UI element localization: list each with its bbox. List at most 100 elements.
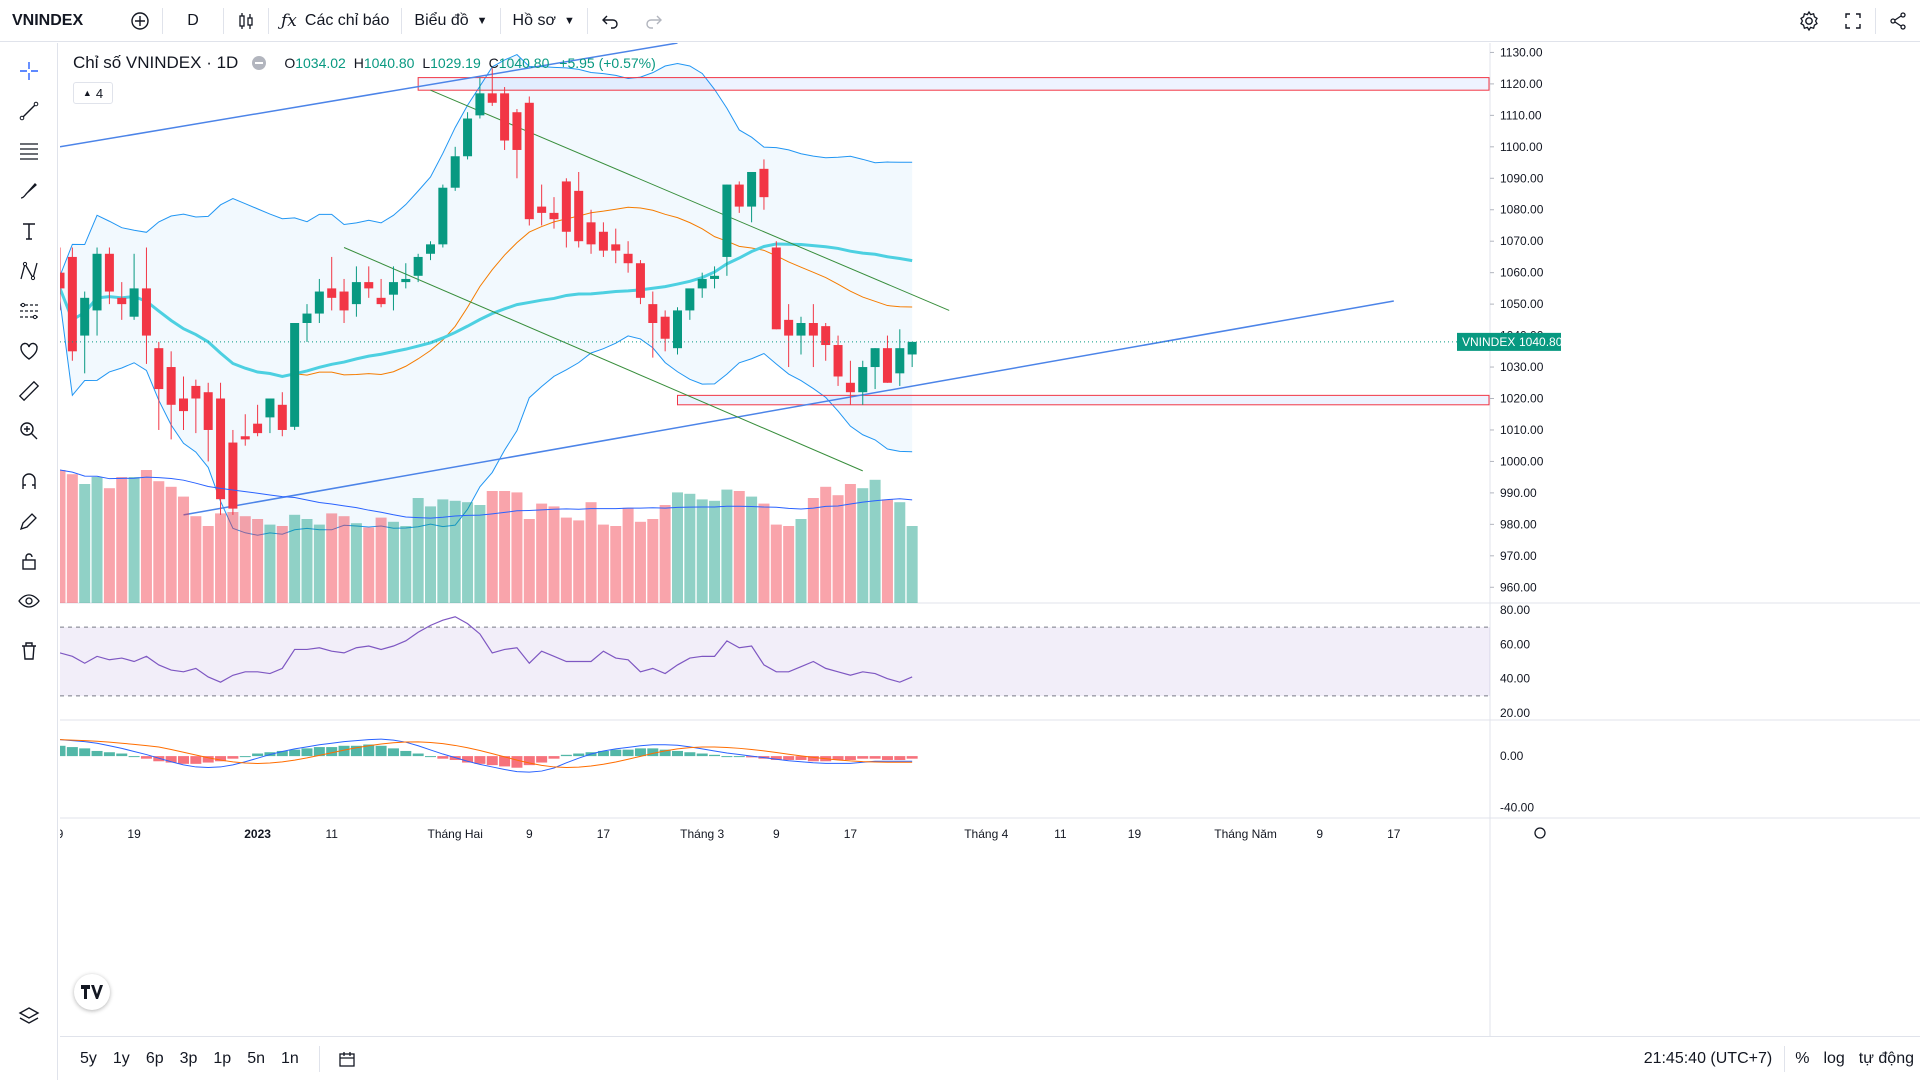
- rsi-tick-label: 40.00: [1500, 672, 1530, 686]
- candle: [907, 341, 917, 368]
- legend-title: Chỉ số VNINDEX · 1D: [73, 53, 239, 72]
- fullscreen-icon[interactable]: [1831, 0, 1875, 42]
- candle: [179, 376, 188, 430]
- candle: [203, 382, 213, 462]
- trash-icon[interactable]: [9, 633, 49, 669]
- volume-bar: [597, 524, 609, 603]
- volume-bar: [350, 523, 362, 603]
- horizontal-lines-icon[interactable]: [9, 133, 49, 169]
- candle-body: [759, 168, 769, 198]
- calendar-goto-icon[interactable]: [332, 1038, 362, 1080]
- candle-body: [314, 291, 324, 314]
- close-value: 1040.80: [498, 55, 550, 71]
- settings-gear-icon[interactable]: [1787, 0, 1831, 42]
- add-symbol-icon[interactable]: [118, 0, 162, 42]
- macd-histogram-bar: [832, 756, 844, 760]
- macd-histogram-bar: [647, 748, 659, 757]
- range-button-6p[interactable]: 6p: [145, 1049, 164, 1067]
- x-tick-label: 9: [526, 827, 533, 841]
- log-toggle[interactable]: log: [1823, 1050, 1845, 1067]
- macd-histogram-bar: [140, 756, 152, 759]
- range-button-1y[interactable]: 1y: [112, 1049, 130, 1067]
- candle-body: [611, 244, 621, 251]
- volume-bar: [227, 512, 239, 603]
- macd-histogram-bar: [103, 752, 115, 757]
- range-button-5y[interactable]: 5y: [80, 1049, 97, 1067]
- range-button-5n[interactable]: 5n: [247, 1049, 265, 1067]
- legend-toggle-icon[interactable]: [252, 56, 267, 70]
- range-button-1n[interactable]: 1n: [281, 1049, 299, 1067]
- volume-bar: [783, 526, 795, 603]
- candle: [104, 247, 114, 305]
- volume-bar: [560, 517, 572, 603]
- candle: [327, 256, 337, 311]
- y-tick-label: 1000.00: [1500, 454, 1544, 468]
- volume-bar: [511, 492, 523, 603]
- prediction-icon[interactable]: [9, 293, 49, 329]
- macd-histogram-bar: [746, 756, 758, 758]
- y-tick-label: 1010.00: [1500, 423, 1544, 437]
- chart-type-dropdown[interactable]: Biểu đồ ▼: [402, 0, 499, 42]
- eye-icon[interactable]: [9, 583, 49, 619]
- macd-histogram-bar: [215, 756, 227, 762]
- candle-body: [450, 156, 460, 188]
- candle-body: [228, 442, 238, 509]
- macd-histogram-bar: [573, 753, 585, 757]
- candle: [710, 266, 720, 289]
- candle: [685, 288, 695, 320]
- range-button-1p[interactable]: 1p: [213, 1049, 232, 1067]
- interval-button[interactable]: D: [163, 0, 223, 42]
- heart-icon[interactable]: [9, 333, 49, 369]
- volume-bar: [363, 527, 375, 603]
- redo-icon[interactable]: [632, 0, 676, 42]
- candle-body: [129, 288, 139, 317]
- macd-histogram-bar: [227, 756, 239, 759]
- y-tick-label: 1030.00: [1500, 360, 1544, 374]
- brush-icon[interactable]: [9, 173, 49, 209]
- profile-dropdown[interactable]: Hồ sơ ▼: [501, 0, 587, 42]
- zoom-in-icon[interactable]: [9, 413, 49, 449]
- chart-canvas[interactable]: 1130.001120.001110.001100.001090.001080.…: [60, 43, 1920, 1036]
- pattern-icon[interactable]: [9, 253, 49, 289]
- candle-body: [166, 367, 176, 405]
- percent-toggle[interactable]: %: [1795, 1050, 1810, 1067]
- trend-line-icon[interactable]: [9, 93, 49, 129]
- layers-icon[interactable]: [9, 998, 49, 1034]
- text-icon[interactable]: [9, 213, 49, 249]
- crosshair-icon[interactable]: [9, 53, 49, 89]
- candle-body: [549, 212, 559, 220]
- candle: [463, 112, 473, 160]
- symbol-search-button[interactable]: VNINDEX: [0, 0, 118, 42]
- candle: [401, 263, 411, 289]
- ruler-icon[interactable]: [9, 373, 49, 409]
- collapsed-indicators-toggle[interactable]: ▲ 4: [73, 82, 113, 104]
- candle: [487, 68, 497, 106]
- macd-histogram-bar: [906, 756, 918, 759]
- lock-icon[interactable]: [9, 543, 49, 579]
- x-tick-label: 19: [127, 827, 141, 841]
- clock-label[interactable]: 21:45:40 (UTC+7): [1643, 1050, 1773, 1067]
- auto-toggle[interactable]: tự động: [1858, 1050, 1914, 1067]
- candle-body: [67, 256, 77, 352]
- macd-histogram-bar: [894, 756, 906, 760]
- magnet-icon[interactable]: [9, 463, 49, 499]
- candle-body: [191, 385, 201, 399]
- pencil-lock-icon[interactable]: [9, 503, 49, 539]
- x-tick-label: 9: [773, 827, 780, 841]
- undo-icon[interactable]: [588, 0, 632, 42]
- range-button-3p[interactable]: 3p: [179, 1049, 198, 1067]
- candle-type-icon[interactable]: [224, 0, 268, 42]
- candle: [808, 304, 818, 368]
- volume-bar: [239, 516, 251, 603]
- indicators-button[interactable]: ƒx Các chỉ báo: [269, 0, 401, 42]
- candle: [858, 360, 868, 405]
- candle: [154, 341, 164, 430]
- volume-bar: [486, 491, 498, 603]
- candle: [821, 323, 831, 361]
- share-icon[interactable]: [1876, 0, 1920, 42]
- y-tick-label: 1130.00: [1500, 45, 1543, 59]
- candle: [129, 253, 139, 320]
- macd-histogram-bar: [486, 756, 498, 766]
- volume-bar: [190, 516, 202, 603]
- candle-body: [401, 278, 411, 283]
